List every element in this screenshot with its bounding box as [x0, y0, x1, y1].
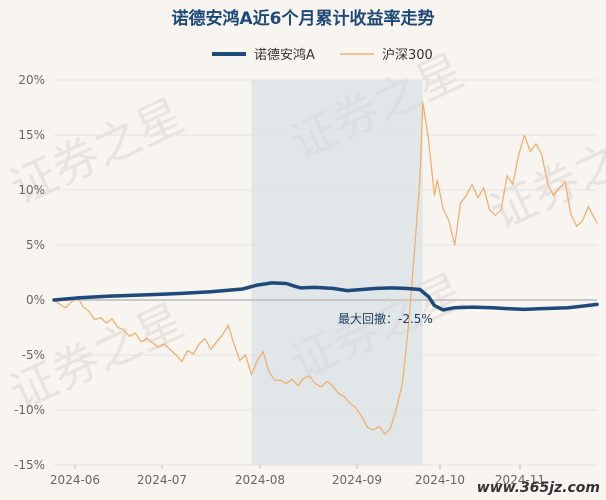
watermark-text: 证券之星 [482, 113, 606, 240]
legend-label-fund: 诺德安鸿A [254, 47, 315, 63]
x-tick-label: 2024-07 [137, 473, 187, 487]
max-drawdown-region [251, 80, 423, 465]
y-tick-label: -5% [22, 348, 45, 362]
series-line-index [53, 101, 598, 435]
series-lines [52, 101, 599, 435]
legend: 诺德安鸿A 沪深300 [212, 47, 433, 63]
x-tick-label: 2024-10 [415, 473, 465, 487]
x-tick-label: 2024-06 [50, 473, 100, 487]
x-axis-ticks: 2024-06 2024-07 2024-08 2024-09 2024-10 2024-… [50, 465, 545, 487]
x-tick-label: 2024-09 [332, 473, 382, 487]
x-tick-label: 2024-08 [235, 473, 285, 487]
y-tick-label: -15% [14, 458, 45, 472]
x-tick-label: 2024-11 [495, 473, 545, 487]
y-tick-label: 20% [18, 73, 45, 87]
y-tick-label: 5% [26, 238, 45, 252]
y-tick-label: 15% [18, 128, 45, 142]
legend-label-index: 沪深300 [382, 47, 433, 63]
y-tick-label: 10% [18, 183, 45, 197]
site-watermark: www.365jz.com [477, 480, 600, 496]
max-drawdown-label: 最大回撤：-2.5% [338, 311, 433, 326]
grid-lines [54, 79, 597, 466]
y-axis-ticks: 20% 15% 10% 5% 0% -5% -10% -15% [14, 73, 45, 472]
y-tick-label: -10% [14, 403, 45, 417]
series-line-fund [52, 281, 599, 312]
y-tick-label: 0% [26, 293, 45, 307]
chart-title: 诺德安鸿A近6个月累计收益率走势 [172, 8, 435, 29]
